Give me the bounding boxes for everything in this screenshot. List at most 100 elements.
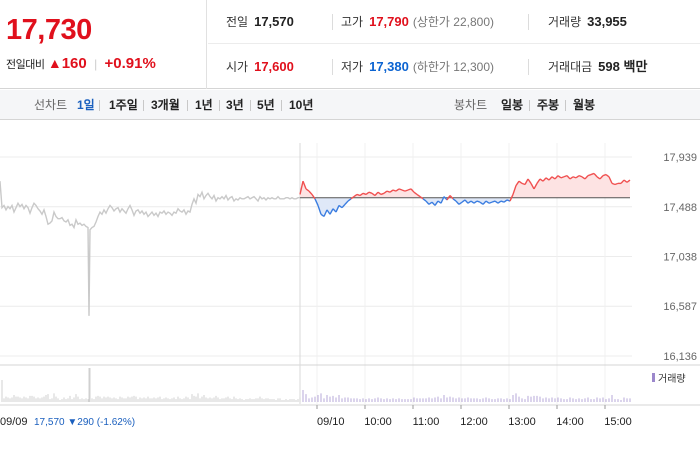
price-area-fill [600,175,603,198]
prev-close-label: 전일 [226,15,249,29]
today-price-segment [626,179,631,183]
today-price-segment [317,205,322,215]
today-price-segment [371,192,376,197]
today-price-segment [542,177,547,182]
price-area-fill [606,174,609,198]
prev-day-summary: 17,570 ▼290 (-1.62%) [34,417,135,428]
tab-1day[interactable]: 1일 [77,98,95,112]
tab-1year[interactable]: 1년 [195,98,213,112]
today-price-segment [524,178,529,185]
today-price-segment [353,193,358,198]
price-area-fill [537,178,540,198]
today-price-segment [530,183,535,190]
today-price-segment [425,200,430,205]
high-value: 17,790 [369,14,409,29]
today-price-segment [557,175,562,179]
today-price-segment [302,180,307,190]
today-price-segment [419,196,424,200]
today-price-segment [566,175,571,180]
today-price-segment [413,191,418,195]
today-price-segment [422,198,427,202]
price-area-fill [432,197,435,206]
today-price-segment [479,201,484,205]
y-tick-label: 17,488 [663,202,697,214]
today-price-segment [392,189,397,192]
x-tick-label: 12:00 [460,416,488,428]
today-price-segment [323,209,328,217]
today-price-segment [308,190,313,195]
tab-weekly-candle[interactable]: 주봉 [537,98,560,112]
today-price-segment [374,191,379,196]
price-area-fill [627,180,630,198]
tab-10year[interactable]: 10년 [289,98,314,112]
x-tick-label: 14:00 [556,416,584,428]
prev-day-close: 17,570 [34,417,67,428]
today-price-segment [608,176,613,184]
today-price-segment [407,188,412,191]
tab-separator [219,100,220,111]
price-area-fill [564,175,567,198]
volume-cell: 거래량 33,955 [548,0,627,44]
today-price-segment [512,185,517,195]
tab-3month[interactable]: 3개월 [151,98,180,112]
low-value: 17,380 [369,59,409,74]
today-price-segment [554,175,559,180]
today-price-segment [611,182,616,186]
price-area-fill [333,197,336,213]
price-area-fill [603,174,606,198]
today-price-segment [362,192,367,196]
amount-value: 598 [598,59,620,74]
today-price-segment [452,198,457,202]
price-area-fill [582,176,585,198]
today-price-segment [359,192,364,197]
price-area-fill [570,176,573,198]
quote-row-2: 시가 17,600 저가 17,380 (하한가 12,300) 거래대금 598 백만 [208,45,700,89]
price-area-fill [324,197,327,217]
today-price-segment [500,200,505,203]
tab-monthly-candle[interactable]: 월봉 [573,98,596,112]
price-area-fill [393,190,396,198]
today-price-segment [389,189,394,193]
x-axis-ticks: 09/10 10:00 11:00 12:00 13:00 14:00 15:00 09/09… [0,405,632,428]
price-area-fill [303,181,306,198]
price-area-fill [321,197,324,217]
today-price-segment [470,200,475,204]
price-area-fill [555,175,558,198]
tab-daily-candle[interactable]: 일봉 [501,98,524,112]
today-price-segment [365,191,370,195]
y-tick-label: 16,587 [663,301,697,313]
amount-cell: 거래대금 598 백만 [548,45,647,89]
price-area-fill [558,175,561,198]
open-value: 17,600 [254,59,294,74]
tab-5year[interactable]: 5년 [257,98,275,112]
today-price-segment [623,179,628,183]
today-price-segment [455,200,460,205]
today-price-segment [545,177,550,181]
volume-legend-swatch [652,373,655,382]
divider [528,14,529,30]
tab-1week[interactable]: 1주일 [109,98,138,112]
today-price-segment [584,175,589,180]
price-area-fill [618,183,621,198]
today-price-segment [377,191,382,195]
today-price-segment [536,178,541,184]
tab-separator [529,100,530,111]
tab-3year[interactable]: 3년 [226,98,244,112]
today-price-segment [428,201,433,205]
x-tick-label: 15:00 [604,416,632,428]
today-price-segment [461,199,466,203]
lower-limit: (하한가 12,300) [412,60,495,74]
prev-day-change: ▼290 [67,417,96,428]
today-price-segment [548,176,553,181]
volume-label: 거래량 [548,15,582,29]
today-price-segment [494,200,499,204]
volume-legend: 거래량 [652,373,686,385]
y-axis-ticks: 17,939 17,488 17,038 16,587 16,136 [663,152,697,363]
amount-unit: 백만 [623,59,648,74]
today-price-segment [488,201,493,204]
volume-legend-label: 거래량 [658,373,686,385]
today-price-segment [440,196,445,204]
candle-chart-label: 봉차트 [454,98,488,112]
today-price-segment [431,201,436,206]
today-price-segment [458,201,463,205]
